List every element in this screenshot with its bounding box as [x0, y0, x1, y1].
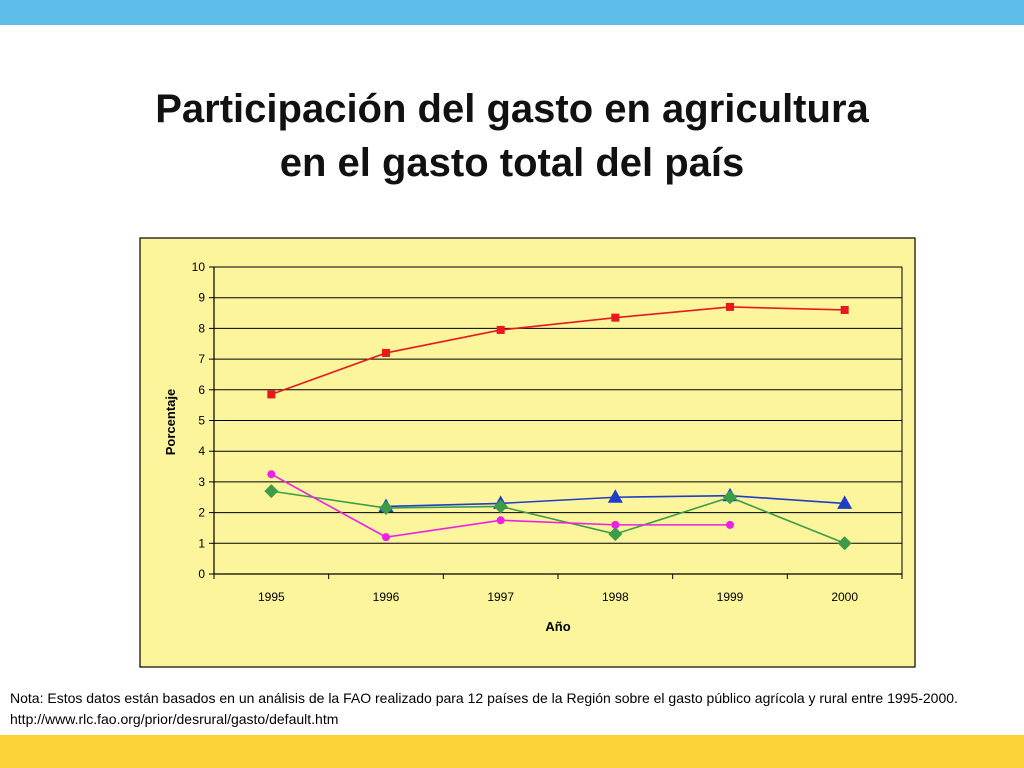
footnote-text: Nota: Estos datos están basados en un an… [10, 690, 958, 706]
square-marker [840, 305, 849, 314]
diamond-marker [379, 500, 393, 515]
series-line [271, 490, 845, 545]
x-tick-label: 1995 [258, 590, 285, 604]
slide-title: Participación del gasto en agricultura e… [60, 82, 964, 190]
square-marker [726, 302, 734, 311]
bottom-color-band [0, 735, 1024, 768]
triangle-marker [837, 495, 853, 509]
circle-marker [267, 470, 276, 479]
y-tick-label: 7 [198, 352, 205, 366]
circle-marker [611, 520, 620, 529]
y-tick-label: 4 [198, 444, 205, 458]
axes [209, 266, 903, 579]
x-tick-label: 1997 [487, 590, 514, 604]
x-tick-labels: 1995 1996 1997 1998 1999 2000 [258, 590, 858, 604]
circle-marker [382, 533, 390, 542]
series-1 [267, 302, 849, 399]
diamond-marker [264, 484, 279, 499]
x-tick-label: 2000 [831, 590, 858, 604]
x-axis-label: Año [545, 619, 570, 634]
square-marker [611, 313, 620, 322]
y-tick-label: 8 [198, 321, 205, 335]
gridlines [214, 266, 902, 575]
series-3 [264, 484, 852, 551]
y-tick-label: 10 [192, 260, 206, 274]
x-tick-label: 1996 [373, 590, 400, 604]
y-tick-label: 9 [198, 291, 205, 305]
diamond-marker [837, 536, 852, 551]
y-tick-label: 3 [198, 475, 205, 489]
top-color-band [0, 0, 1024, 25]
triangle-marker [607, 489, 623, 503]
circle-marker [726, 520, 734, 529]
square-marker [382, 348, 390, 357]
y-tick-label: 1 [198, 536, 205, 550]
x-tick-label: 1998 [602, 590, 629, 604]
diamond-marker [723, 490, 737, 505]
series-4 [267, 470, 734, 542]
y-tick-labels: 0 1 2 3 4 5 6 7 8 9 10 [192, 260, 206, 581]
series-line [271, 306, 845, 396]
y-tick-label: 2 [198, 506, 205, 520]
source-url: http://www.rlc.fao.org/prior/desrural/ga… [10, 711, 339, 727]
square-marker [496, 325, 505, 334]
series-layer [264, 302, 853, 551]
y-tick-label: 0 [198, 567, 205, 581]
circle-marker [496, 516, 505, 525]
square-marker [267, 390, 276, 399]
y-axis-label: Porcentaje [163, 389, 178, 455]
slide-title-line-2: en el gasto total del país [279, 141, 745, 185]
diamond-marker [493, 499, 508, 514]
footnote: Nota: Estos datos están basados en un an… [10, 688, 1010, 730]
x-tick-label: 1999 [717, 590, 744, 604]
diamond-marker [608, 527, 623, 542]
slide-title-line-1: Participación del gasto en agricultura [155, 87, 869, 131]
y-tick-label: 5 [198, 414, 205, 428]
y-tick-label: 6 [198, 383, 205, 397]
